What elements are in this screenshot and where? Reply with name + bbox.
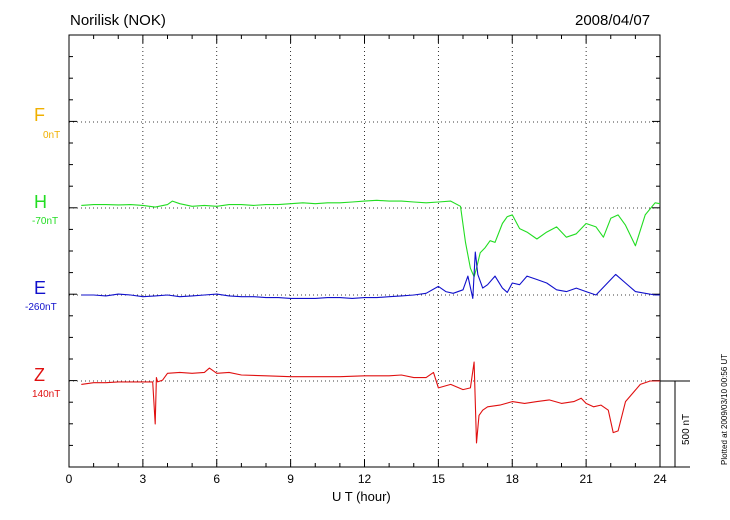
- x-tick-label: 9: [287, 472, 294, 486]
- baseline-label-h: -70nT: [32, 216, 59, 227]
- series-line-e: [81, 251, 660, 299]
- x-tick-label: 0: [65, 472, 73, 486]
- grid-lines: [69, 35, 660, 467]
- x-tick-label: 18: [505, 472, 519, 486]
- x-tick-label: 21: [579, 472, 593, 486]
- baseline-label-e: -260nT: [25, 302, 57, 313]
- component-label-e: E: [34, 278, 47, 298]
- scale-bar: [660, 380, 690, 468]
- plot-date: 2008/04/07: [575, 12, 651, 29]
- x-tick-label: 3: [139, 472, 147, 486]
- plotted-timestamp: Plotted at 2009/03/10 00:56 UT: [720, 353, 729, 465]
- x-axis-label: U T (hour): [332, 489, 391, 504]
- component-label-f: F: [34, 105, 45, 125]
- series-line-h: [81, 199, 661, 278]
- x-tick-label: 12: [357, 472, 372, 486]
- station-name: Norilisk (NOK): [70, 12, 166, 29]
- baseline-label-z: 140nT: [32, 389, 61, 400]
- component-label-h: H: [34, 192, 47, 212]
- axis-ticks: [68, 34, 661, 468]
- baseline-label-f: 0nT: [43, 130, 61, 141]
- x-tick-label: 15: [431, 472, 446, 486]
- component-label-z: Z: [34, 365, 45, 385]
- scale-bar-label: 500 nT: [681, 413, 692, 445]
- series-line-z: [81, 361, 660, 444]
- x-tick-label: 24: [653, 472, 667, 486]
- series-group: [81, 199, 661, 444]
- x-tick-label: 6: [213, 472, 221, 486]
